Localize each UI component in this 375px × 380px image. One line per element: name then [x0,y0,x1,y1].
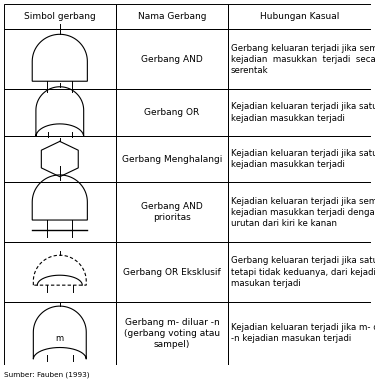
Text: Gerbang Menghalangi: Gerbang Menghalangi [122,155,222,163]
Text: Sumber: Fauben (1993): Sumber: Fauben (1993) [4,371,89,378]
Text: Kejadian keluaran terjadi jika satu dari
kejadian masukkan terjadi: Kejadian keluaran terjadi jika satu dari… [231,149,375,169]
Text: Gerbang AND
prioritas: Gerbang AND prioritas [141,202,203,222]
Text: Simbol gerbang: Simbol gerbang [24,12,96,21]
Text: Gerbang keluaran terjadi jika satu,
tetapi tidak keduanya, dari kejadian
masukan: Gerbang keluaran terjadi jika satu, teta… [231,256,375,288]
Text: Gerbang keluaran terjadi jika semua
kejadian  masukkan  terjadi  secara
serentak: Gerbang keluaran terjadi jika semua keja… [231,44,375,75]
Text: Kejadian keluaran terjadi jika m- diluar
-n kejadian masukan terjadi: Kejadian keluaran terjadi jika m- diluar… [231,323,375,344]
Text: Gerbang OR: Gerbang OR [144,108,200,117]
Text: Gerbang m- diluar -n
(gerbang voting atau
sampel): Gerbang m- diluar -n (gerbang voting ata… [124,318,220,349]
Text: Kejadian keluaran terjadi jika satu dari
kejadian masukkan terjadi: Kejadian keluaran terjadi jika satu dari… [231,103,375,123]
Text: Kejadian keluaran terjadi jika semua
kejadian masukkan terjadi dengan
urutan dar: Kejadian keluaran terjadi jika semua kej… [231,196,375,228]
Text: m: m [56,334,64,343]
Text: Gerbang OR Eksklusif: Gerbang OR Eksklusif [123,268,221,277]
Text: Hubungan Kasual: Hubungan Kasual [260,12,339,21]
Text: Gerbang AND: Gerbang AND [141,55,203,64]
Text: Nama Gerbang: Nama Gerbang [138,12,206,21]
